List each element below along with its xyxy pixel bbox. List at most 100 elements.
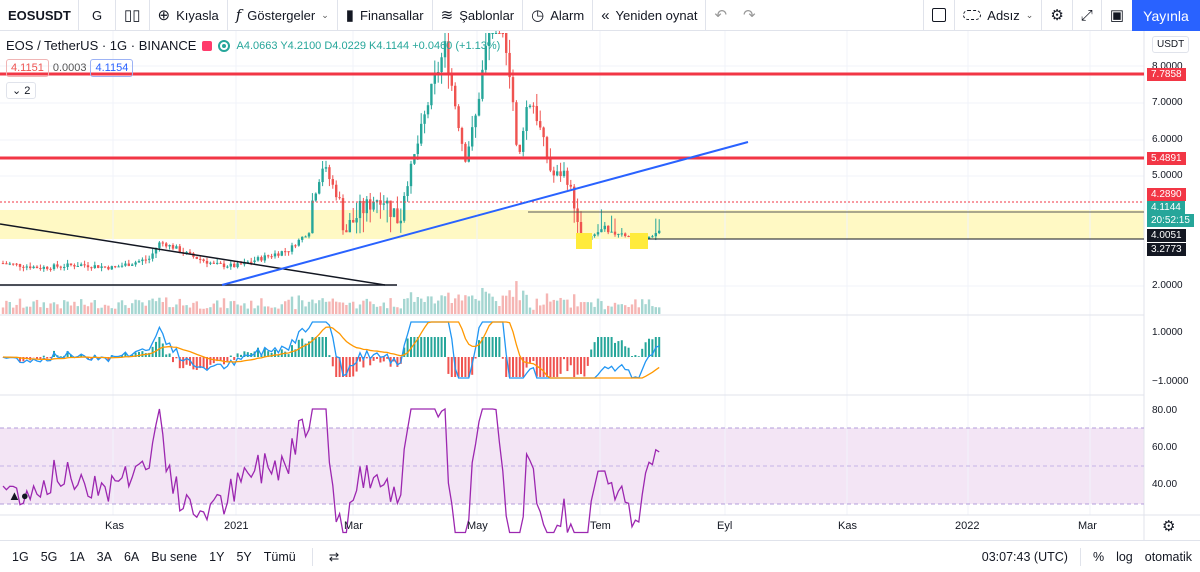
undo-button[interactable]: ↶ [706,0,735,31]
candle-body [488,33,491,46]
chart-type-button[interactable]: ▯▯ [116,0,149,31]
redo-button[interactable]: ↷ [735,0,764,31]
macd-hist-bar [501,357,504,359]
volume-bar [440,295,443,314]
range-6m-button[interactable]: 6A [123,549,140,564]
descending-trendline[interactable] [0,223,386,286]
range-1m-button[interactable]: 1A [69,549,85,564]
volume-bar [39,307,42,314]
compare-button[interactable]: ⊕ Kıyasla [150,0,227,31]
highlight-marker[interactable] [630,233,648,249]
macd-hist-bar [134,352,137,357]
range-1d-button[interactable]: 1G [12,549,29,564]
volume-bar [80,299,83,314]
candle-body [335,184,338,198]
utc-clock[interactable]: 03:07:43 (UTC) [981,550,1068,564]
candle-body [420,123,423,144]
candle-body [120,265,124,267]
macd-hist-bar [512,357,514,377]
alert-button[interactable]: ◷ Alarm [523,0,592,31]
volume-bar [161,302,164,314]
macd-hist-bar [644,342,647,357]
layout-toggle-button[interactable] [924,0,954,31]
financials-button[interactable]: ▮ Finansallar [338,0,432,31]
tradingview-logo-icon[interactable]: ▲● [8,488,29,503]
market-status-icon [202,40,213,51]
eye-icon[interactable] [218,39,231,52]
symbol-title[interactable]: EOS / TetherUS · 1G · BINANCE [6,38,197,53]
highlight-marker[interactable] [576,233,592,249]
publish-button[interactable]: Yayınla [1132,0,1200,31]
candle-body [185,251,188,254]
buy-button[interactable]: 4.1154 [90,59,134,77]
indicators-button[interactable]: f Göstergeler ⌄ [228,0,337,31]
candle-body [307,233,311,237]
volume-bar [120,300,124,314]
candle-body [484,45,487,70]
interval-label: G [91,7,103,23]
candlestick-series[interactable] [1,31,661,272]
chart-canvas[interactable] [0,31,1200,540]
templates-button[interactable]: ≋ Şablonlar [433,0,523,31]
bar-countdown-tag: 20:52:15 [1147,214,1194,227]
candle-body [253,260,256,262]
gear-icon[interactable]: ⚙ [1162,518,1176,535]
ascending-trendline[interactable] [221,141,749,286]
range-5y-button[interactable]: 5Y [236,549,252,564]
log-scale-toggle[interactable]: log [1116,550,1133,564]
macd-hist-bar [433,337,436,357]
candle-body [263,255,266,261]
settings-button[interactable]: ⚙ [1042,0,1071,31]
range-1y-button[interactable]: 1Y [209,549,225,564]
symbol-search-button[interactable]: EOSUSDT [0,0,78,31]
auto-scale-toggle[interactable]: otomatik [1144,550,1192,564]
range-3m-button[interactable]: 3A [96,549,112,564]
macd-hist-bar [335,357,338,377]
divider [78,0,79,31]
volume-bar [634,299,637,314]
volume-bar [18,298,22,314]
volume-bar [641,299,644,314]
range-all-button[interactable]: Tümü [263,549,296,564]
volume-bar [178,298,181,314]
candle-body [624,233,627,237]
volume-bar [355,308,358,314]
layout-name-button[interactable]: Adsız ⌄ [955,0,1041,31]
range-5d-button[interactable]: 5G [40,549,58,564]
snapshot-button[interactable]: ▣ [1102,0,1132,31]
macd-hist-bar [627,347,630,357]
sell-button[interactable]: 4.1151 [6,59,49,77]
candle-body [127,263,130,266]
fullscreen-button[interactable]: ⤢ [1073,0,1101,31]
macd-hist-bar [386,357,389,359]
candle-body [39,268,42,270]
volume-bar [103,304,107,314]
financials-label: Finansallar [360,7,424,23]
volume-bar [651,306,654,314]
macd-hist-bar [522,357,525,377]
macd-hist-bar [593,342,596,357]
currency-badge[interactable]: USDT [1152,36,1190,53]
volume-bar [603,309,606,314]
candle-body [433,74,436,84]
volume-bar [66,301,69,314]
candle-body [73,265,76,267]
range-ytd-button[interactable]: Bu sene [151,549,198,564]
legend-collapse-button[interactable]: ⌄ 2 [6,82,37,99]
candle-body [90,267,93,269]
volume-bar [515,281,518,314]
macd-hist-bar [491,337,494,357]
volume-bar [658,307,661,314]
candle-body [131,264,134,266]
candle-body [49,268,52,270]
date-range-icon[interactable]: ⇄ [328,550,340,564]
volume-bar [454,298,457,314]
percent-scale-toggle[interactable]: % [1092,550,1105,564]
divider [115,0,116,31]
macd-hist-bar [382,357,385,362]
volume-bar [654,307,657,314]
replay-button[interactable]: « Yeniden oynat [593,0,705,31]
volume-bar [110,308,113,314]
interval-button[interactable]: G [79,0,115,31]
volume-bar [464,295,467,314]
